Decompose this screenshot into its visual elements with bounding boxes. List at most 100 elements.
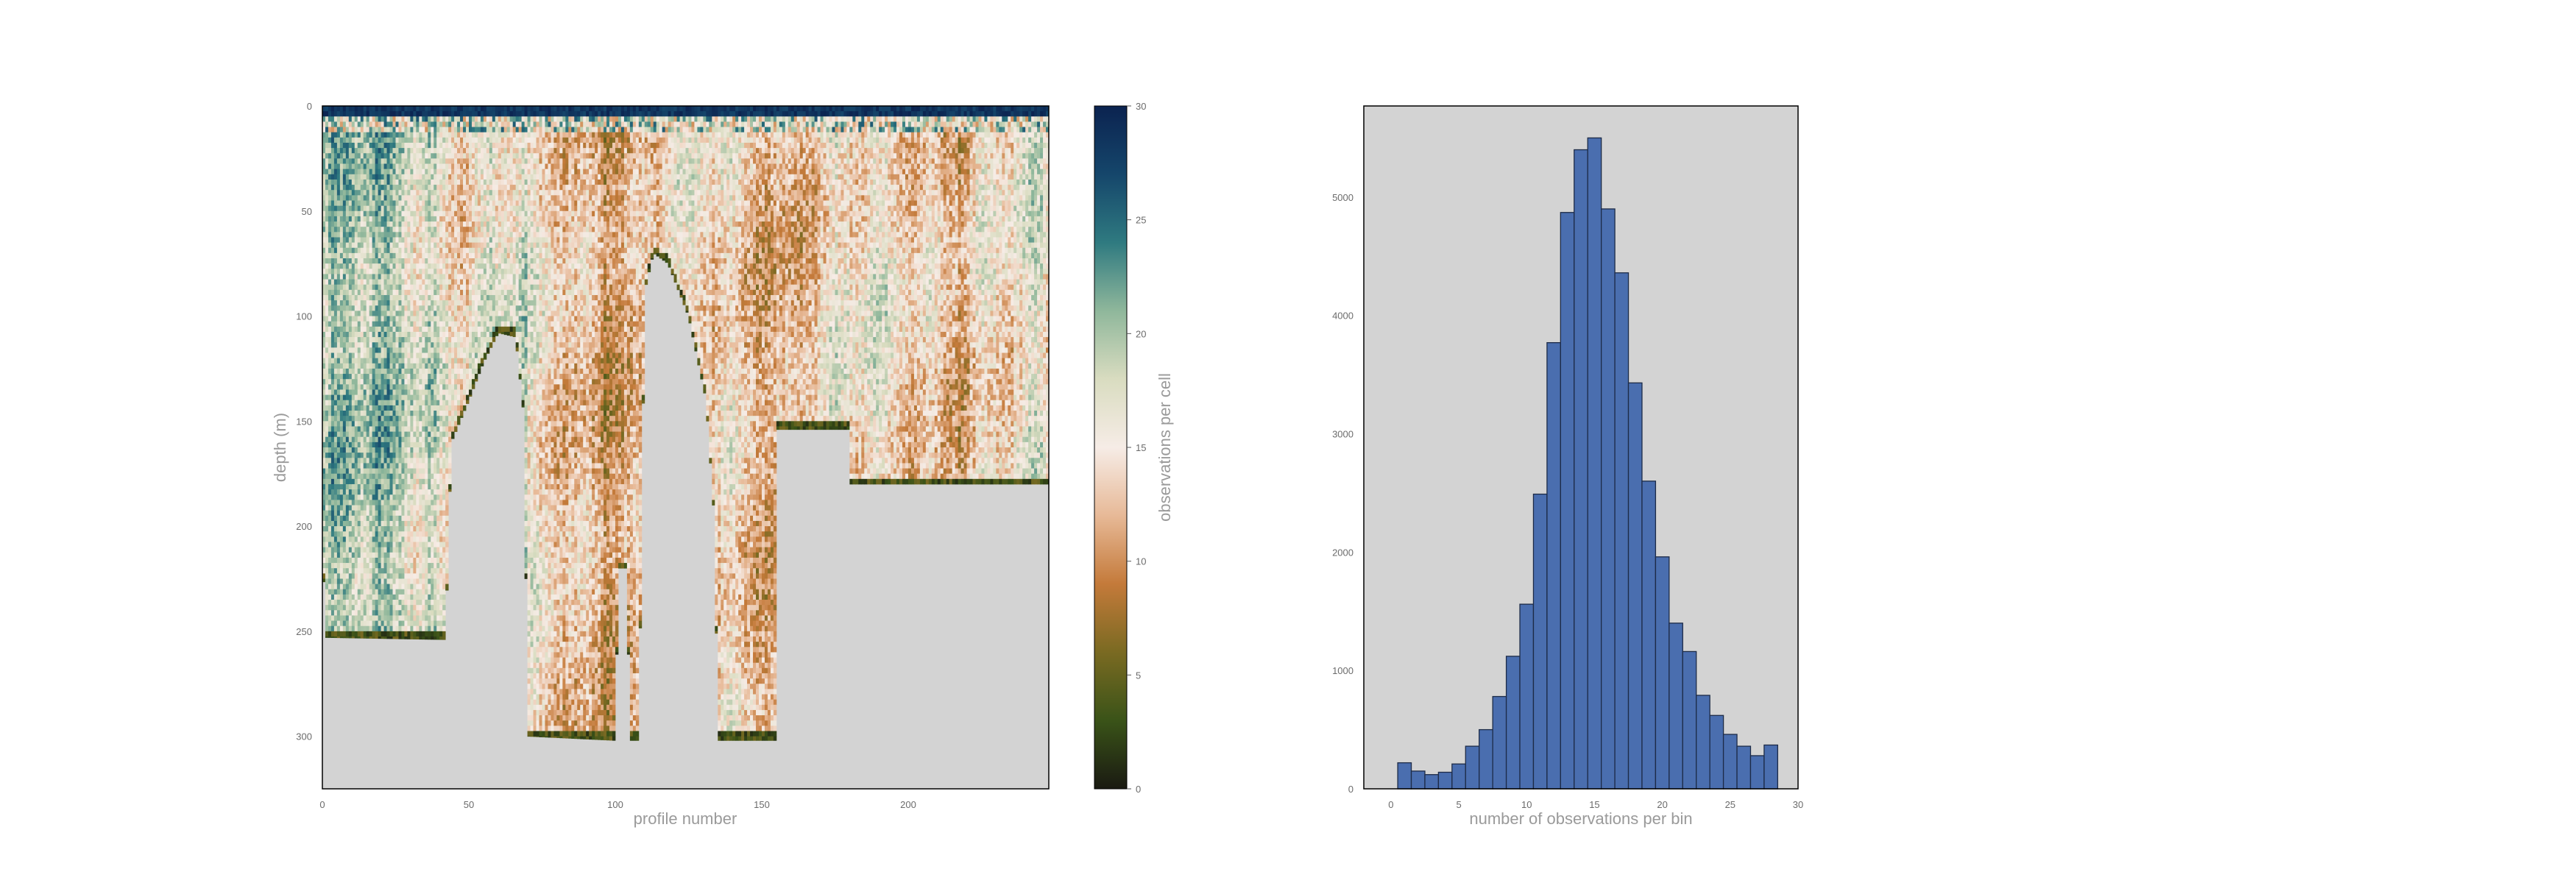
heatmap-cell <box>422 483 425 490</box>
heatmap-cell <box>378 247 381 254</box>
heatmap-cell <box>416 158 420 164</box>
heatmap-cell <box>360 342 364 348</box>
heatmap-cell <box>389 185 393 191</box>
heatmap-cell <box>434 274 437 280</box>
heatmap-cell <box>328 374 332 380</box>
heatmap-cell <box>407 389 411 396</box>
heatmap-cell <box>322 326 326 333</box>
heatmap-cell <box>360 447 364 453</box>
heatmap-cell <box>357 600 361 606</box>
heatmap-cell <box>386 269 390 274</box>
heatmap-cell <box>431 106 434 112</box>
heatmap-cell <box>392 232 396 238</box>
heatmap-cell <box>369 300 373 306</box>
heatmap-cell <box>372 242 376 249</box>
heatmap-cell <box>381 552 384 558</box>
heatmap-cell <box>401 536 405 542</box>
heatmap-cell <box>439 337 443 343</box>
heatmap-cell <box>366 347 370 353</box>
heatmap-cell <box>416 589 420 595</box>
heatmap-cell <box>428 179 431 185</box>
heatmap-cell <box>457 158 461 164</box>
heatmap-cell <box>422 489 425 495</box>
heatmap-cell <box>398 589 402 595</box>
heatmap-cell <box>375 384 379 390</box>
heatmap-cell <box>457 263 461 269</box>
heatmap-cell <box>389 436 393 443</box>
heatmap-cell <box>348 121 353 127</box>
heatmap-cell <box>328 242 332 249</box>
heatmap-cell <box>325 200 329 207</box>
heatmap-cell <box>392 237 396 243</box>
heatmap-cell <box>357 552 361 558</box>
heatmap-cell <box>342 326 347 333</box>
heatmap-cell <box>375 331 379 338</box>
heatmap-cell <box>425 536 428 542</box>
heatmap-cell <box>434 405 437 411</box>
heatmap-cell <box>398 526 402 532</box>
heatmap-cell <box>325 174 329 180</box>
heatmap-cell <box>422 547 425 553</box>
heatmap-cell <box>442 431 446 438</box>
heatmap-cell <box>404 447 408 453</box>
heatmap-cell <box>401 289 405 296</box>
heatmap-cell <box>436 605 440 611</box>
heatmap-cell <box>345 416 350 422</box>
heatmap-cell <box>474 216 478 222</box>
heatmap-cell <box>413 116 417 122</box>
heatmap-cell <box>471 137 475 143</box>
heatmap-cell <box>413 573 417 579</box>
heatmap-cell <box>398 520 402 527</box>
heatmap-cell <box>416 279 420 286</box>
heatmap-cell <box>342 478 347 485</box>
heatmap-cell <box>383 252 387 259</box>
heatmap-cell <box>428 311 431 316</box>
heatmap-cell <box>413 526 417 532</box>
heatmap-cell <box>325 436 329 443</box>
heatmap-cell <box>369 289 373 296</box>
heatmap-cell <box>463 321 467 327</box>
heatmap-cell <box>357 520 361 527</box>
heatmap-cell <box>474 195 478 201</box>
heatmap-cell <box>392 363 396 369</box>
heatmap-cell <box>333 379 338 385</box>
heatmap-cell <box>378 127 381 133</box>
heatmap-cell <box>474 337 478 343</box>
heatmap-cell <box>419 337 422 343</box>
heatmap-cell <box>395 237 399 243</box>
heatmap-cell <box>410 352 414 359</box>
heatmap-cell <box>389 447 393 453</box>
heatmap-cell <box>460 210 464 217</box>
heatmap-cell <box>451 436 455 439</box>
heatmap-cell <box>322 526 326 532</box>
heatmap-cell <box>439 600 443 606</box>
heatmap-cell <box>325 584 329 590</box>
heatmap-cell <box>445 294 449 301</box>
heatmap-cell <box>428 274 431 280</box>
heatmap-cell <box>354 453 358 458</box>
heatmap-cell <box>392 416 396 422</box>
heatmap-cell <box>354 421 358 427</box>
heatmap-cell <box>363 185 367 191</box>
heatmap-cell <box>428 153 431 159</box>
heatmap-cell <box>354 342 358 348</box>
heatmap-cell <box>354 411 358 416</box>
heatmap-cell <box>428 453 431 458</box>
heatmap-cell <box>460 311 464 316</box>
heatmap-cell <box>357 394 361 401</box>
heatmap-cell <box>389 536 393 542</box>
heatmap-cell <box>407 552 411 558</box>
heatmap-cell <box>425 631 428 637</box>
heatmap-cell <box>410 578 414 584</box>
heatmap-cell <box>474 321 478 327</box>
heatmap-cell <box>351 542 355 548</box>
heatmap-cell <box>445 478 449 485</box>
heatmap-cell <box>348 468 353 475</box>
heatmap-cell <box>369 274 373 280</box>
heatmap-cell <box>416 284 420 291</box>
heatmap-cell <box>330 216 335 222</box>
heatmap-cell <box>407 636 411 639</box>
heatmap-cell <box>366 394 370 401</box>
heatmap-cell <box>463 190 467 196</box>
heatmap-cell <box>457 195 461 201</box>
